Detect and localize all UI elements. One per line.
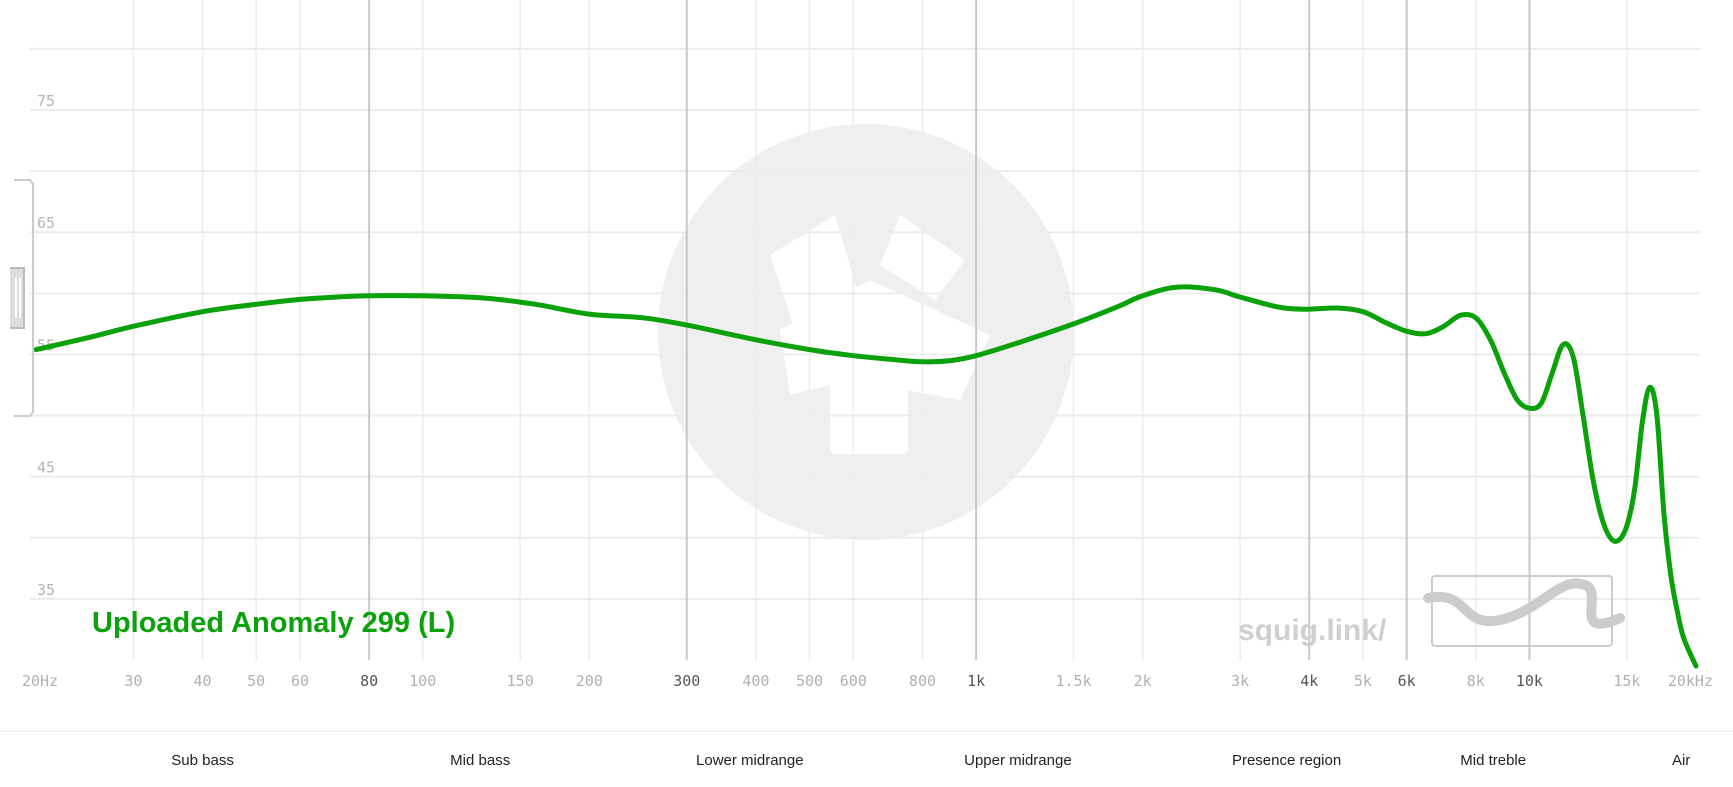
traces: [33, 284, 1699, 669]
frequency-bands: Sub bass Mid bass Lower midrange Upper midr…: [171, 752, 1690, 769]
x-tick-label: 10k: [1516, 672, 1543, 690]
band-label: Presence region: [1232, 752, 1341, 769]
x-tick-label: 20kHz: [1668, 672, 1713, 690]
x-tick-label: 800: [909, 672, 936, 690]
x-tick-label: 500: [796, 672, 823, 690]
watermark-logo: [658, 124, 1074, 540]
x-tick-label: 3k: [1231, 672, 1249, 690]
x-tick-label: 40: [194, 672, 212, 690]
y-tick-label: 35: [37, 581, 55, 599]
x-tick-label: 20Hz: [22, 672, 58, 690]
band-label: Mid treble: [1460, 752, 1526, 769]
watermark-glyph-icon: [770, 215, 990, 454]
x-tick-label: 60: [291, 672, 309, 690]
x-tick-label: 15k: [1613, 672, 1640, 690]
squiggle-logo-icon: [1423, 575, 1625, 647]
x-tick-label: 5k: [1354, 672, 1372, 690]
x-axis-ticks: 20Hz 30 40 50 60 80 100 150 200 300 400 500 600 800 1k…: [22, 672, 1713, 690]
x-tick-label: 400: [742, 672, 769, 690]
x-tick-label: 1k: [967, 672, 985, 690]
band-label: Upper midrange: [964, 752, 1072, 769]
x-tick-label: 200: [576, 672, 603, 690]
y-tick-label: 65: [37, 214, 55, 232]
x-tick-label: 8k: [1467, 672, 1485, 690]
watermark-text: squig.link/: [1238, 614, 1387, 647]
x-tick-label: 30: [124, 672, 142, 690]
band-label: Sub bass: [171, 752, 234, 769]
y-scale-handle[interactable]: [10, 179, 34, 417]
y-tick-label: 45: [37, 459, 55, 477]
band-label: Lower midrange: [696, 752, 804, 769]
band-label: Air: [1672, 752, 1690, 769]
x-tick-label: 150: [507, 672, 534, 690]
x-tick-label: 600: [840, 672, 867, 690]
x-tick-label: 6k: [1398, 672, 1416, 690]
x-tick-label: 50: [247, 672, 265, 690]
frequency-response-line[interactable]: [33, 284, 1699, 669]
x-tick-label: 4k: [1300, 672, 1318, 690]
x-tick-label: 1.5k: [1055, 672, 1091, 690]
x-tick-label: 100: [409, 672, 436, 690]
band-label: Mid bass: [450, 752, 510, 769]
grid: [30, 0, 1700, 660]
x-tick-label: 2k: [1134, 672, 1152, 690]
x-tick-label: 80: [360, 672, 378, 690]
x-tick-label: 300: [673, 672, 700, 690]
legend-label[interactable]: Uploaded Anomaly 299 (L): [92, 607, 455, 639]
y-tick-label: 75: [37, 92, 55, 110]
